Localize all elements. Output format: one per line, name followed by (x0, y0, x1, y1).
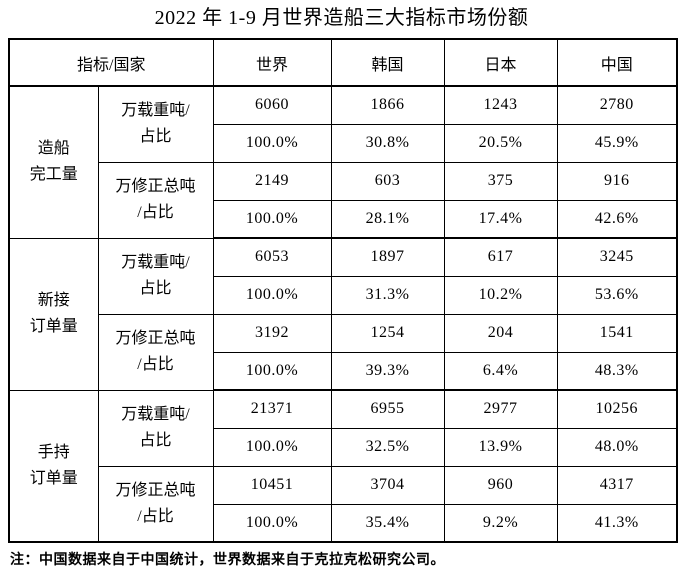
share-cell: 31.3% (330, 275, 445, 315)
metric-label-line2: /占比 (137, 356, 174, 373)
share-cell: 6.4% (443, 351, 558, 391)
share-cell: 28.1% (330, 199, 445, 239)
share-cell: 39.3% (330, 351, 445, 391)
metric-label-line2: /占比 (137, 507, 174, 525)
value-cell: 1243 (443, 85, 558, 125)
metric-label-line1: 万修正总吨 (115, 330, 196, 347)
value-cell: 1897 (330, 237, 445, 277)
share-cell: 100.0% (212, 427, 332, 467)
section-label-line1: 造船 (37, 140, 70, 158)
value-cell: 916 (556, 161, 678, 201)
page-title: 2022 年 1-9 月世界造船三大指标市场份额 (154, 7, 529, 29)
share-cell: 42.6% (556, 199, 678, 239)
value-cell: 3704 (330, 465, 445, 505)
value-cell: 4317 (556, 465, 678, 505)
value-cell: 375 (443, 161, 558, 201)
data-source-footnote: 注：中国数据来自于中国统计，世界数据来自于克拉克松研究公司。 (10, 553, 445, 567)
section-label-backlog: 手持 订单量 (8, 389, 99, 543)
table-row: 100.0% 30.8% 20.5% 45.9% (9, 123, 678, 163)
share-cell: 100.0% (212, 275, 332, 315)
table-header-row: 指标/国家 世界 韩国 日本 中国 (8, 38, 678, 87)
value-cell: 21371 (212, 389, 332, 429)
value-cell: 1254 (330, 313, 445, 353)
share-cell: 48.0% (556, 427, 678, 467)
metric-label-cgt: 万修正总吨 /占比 (97, 161, 214, 239)
value-cell: 2977 (443, 389, 558, 429)
metric-label-line1: 万载重吨/ (121, 406, 190, 423)
metric-label-cgt: 万修正总吨 /占比 (97, 313, 214, 391)
share-cell: 35.4% (330, 503, 445, 543)
value-cell: 10256 (556, 389, 678, 429)
metric-label-dwt: 万载重吨/ 占比 (97, 237, 214, 315)
share-cell: 53.6% (556, 275, 678, 315)
table-row: 100.0% 28.1% 17.4% 42.6% (9, 199, 678, 239)
value-cell: 6060 (212, 85, 332, 125)
value-cell: 603 (330, 161, 445, 201)
column-header-china: 中国 (556, 38, 678, 87)
table-row: 万修正总吨 /占比 3192 1254 204 1541 (9, 313, 678, 391)
share-cell: 17.4% (443, 199, 558, 239)
table-row: 100.0% 39.3% 6.4% 48.3% (9, 351, 678, 391)
metric-label-dwt: 万载重吨/ 占比 (97, 85, 214, 163)
metric-label-line1: 万修正总吨 (115, 481, 196, 499)
section-label-line2: 订单量 (29, 318, 78, 335)
metric-label-line1: 万载重吨/ (121, 102, 190, 120)
metric-label-line1: 万载重吨/ (121, 254, 190, 271)
corner-header-cell: 指标/国家 (8, 38, 214, 87)
value-cell: 6955 (330, 389, 445, 429)
column-header-world: 世界 (212, 38, 332, 87)
metric-label-line1: 万修正总吨 (115, 178, 196, 195)
value-cell: 3192 (212, 313, 332, 353)
share-cell: 13.9% (443, 427, 558, 467)
value-cell: 1541 (556, 313, 678, 353)
metric-label-line2: 占比 (139, 128, 172, 146)
value-cell: 960 (443, 465, 558, 505)
shipbuilding-share-table: 指标/国家 世界 韩国 日本 中国 造船 完工量 万载重吨/ 占比 6060 1… (8, 38, 679, 543)
table-row: 100.0% 31.3% 10.2% 53.6% (9, 275, 678, 315)
column-header-japan: 日本 (443, 38, 558, 87)
value-cell: 6053 (212, 237, 332, 277)
value-cell: 617 (443, 237, 558, 277)
metric-label-cgt: 万修正总吨 /占比 (97, 465, 214, 543)
metric-label-line2: 占比 (139, 432, 172, 449)
share-cell: 48.3% (556, 351, 678, 391)
share-cell: 32.5% (330, 427, 445, 467)
value-cell: 204 (443, 313, 558, 353)
share-cell: 30.8% (330, 123, 445, 163)
section-label-line1: 手持 (37, 443, 70, 461)
section-label-line2: 完工量 (29, 166, 78, 184)
table-row: 100.0% 32.5% 13.9% 48.0% (9, 427, 678, 467)
table-row: 新接 订单量 万载重吨/ 占比 6053 1897 617 3245 (8, 237, 678, 391)
share-cell: 9.2% (443, 503, 558, 543)
share-cell: 10.2% (443, 275, 558, 315)
column-header-korea: 韩国 (330, 38, 445, 87)
metric-label-dwt: 万载重吨/ 占比 (97, 389, 214, 467)
share-cell: 100.0% (212, 123, 332, 163)
metric-label-line2: 占比 (139, 280, 172, 297)
share-cell: 100.0% (212, 351, 332, 391)
share-cell: 20.5% (443, 123, 558, 163)
share-cell: 100.0% (212, 503, 332, 543)
value-cell: 2780 (556, 85, 678, 125)
value-cell: 3245 (556, 237, 678, 277)
section-label-line1: 新接 (37, 292, 70, 309)
value-cell: 2149 (212, 161, 332, 201)
section-label-completions: 造船 完工量 (8, 85, 99, 239)
table-row: 万修正总吨 /占比 10451 3704 960 4317 (9, 465, 678, 543)
table-row: 手持 订单量 万载重吨/ 占比 21371 6955 2977 10256 (8, 389, 678, 543)
share-cell: 45.9% (556, 123, 678, 163)
metric-label-line2: /占比 (137, 204, 174, 221)
section-label-new-orders: 新接 订单量 (8, 237, 99, 391)
value-cell: 1866 (330, 85, 445, 125)
share-cell: 100.0% (212, 199, 332, 239)
table-row: 造船 完工量 万载重吨/ 占比 6060 1866 1243 2780 (8, 85, 678, 239)
share-cell: 41.3% (556, 503, 678, 543)
section-label-line2: 订单量 (29, 469, 78, 487)
table-row: 万修正总吨 /占比 2149 603 375 916 (9, 161, 678, 239)
value-cell: 10451 (212, 465, 332, 505)
table-row: 100.0% 35.4% 9.2% 41.3% (9, 503, 678, 543)
